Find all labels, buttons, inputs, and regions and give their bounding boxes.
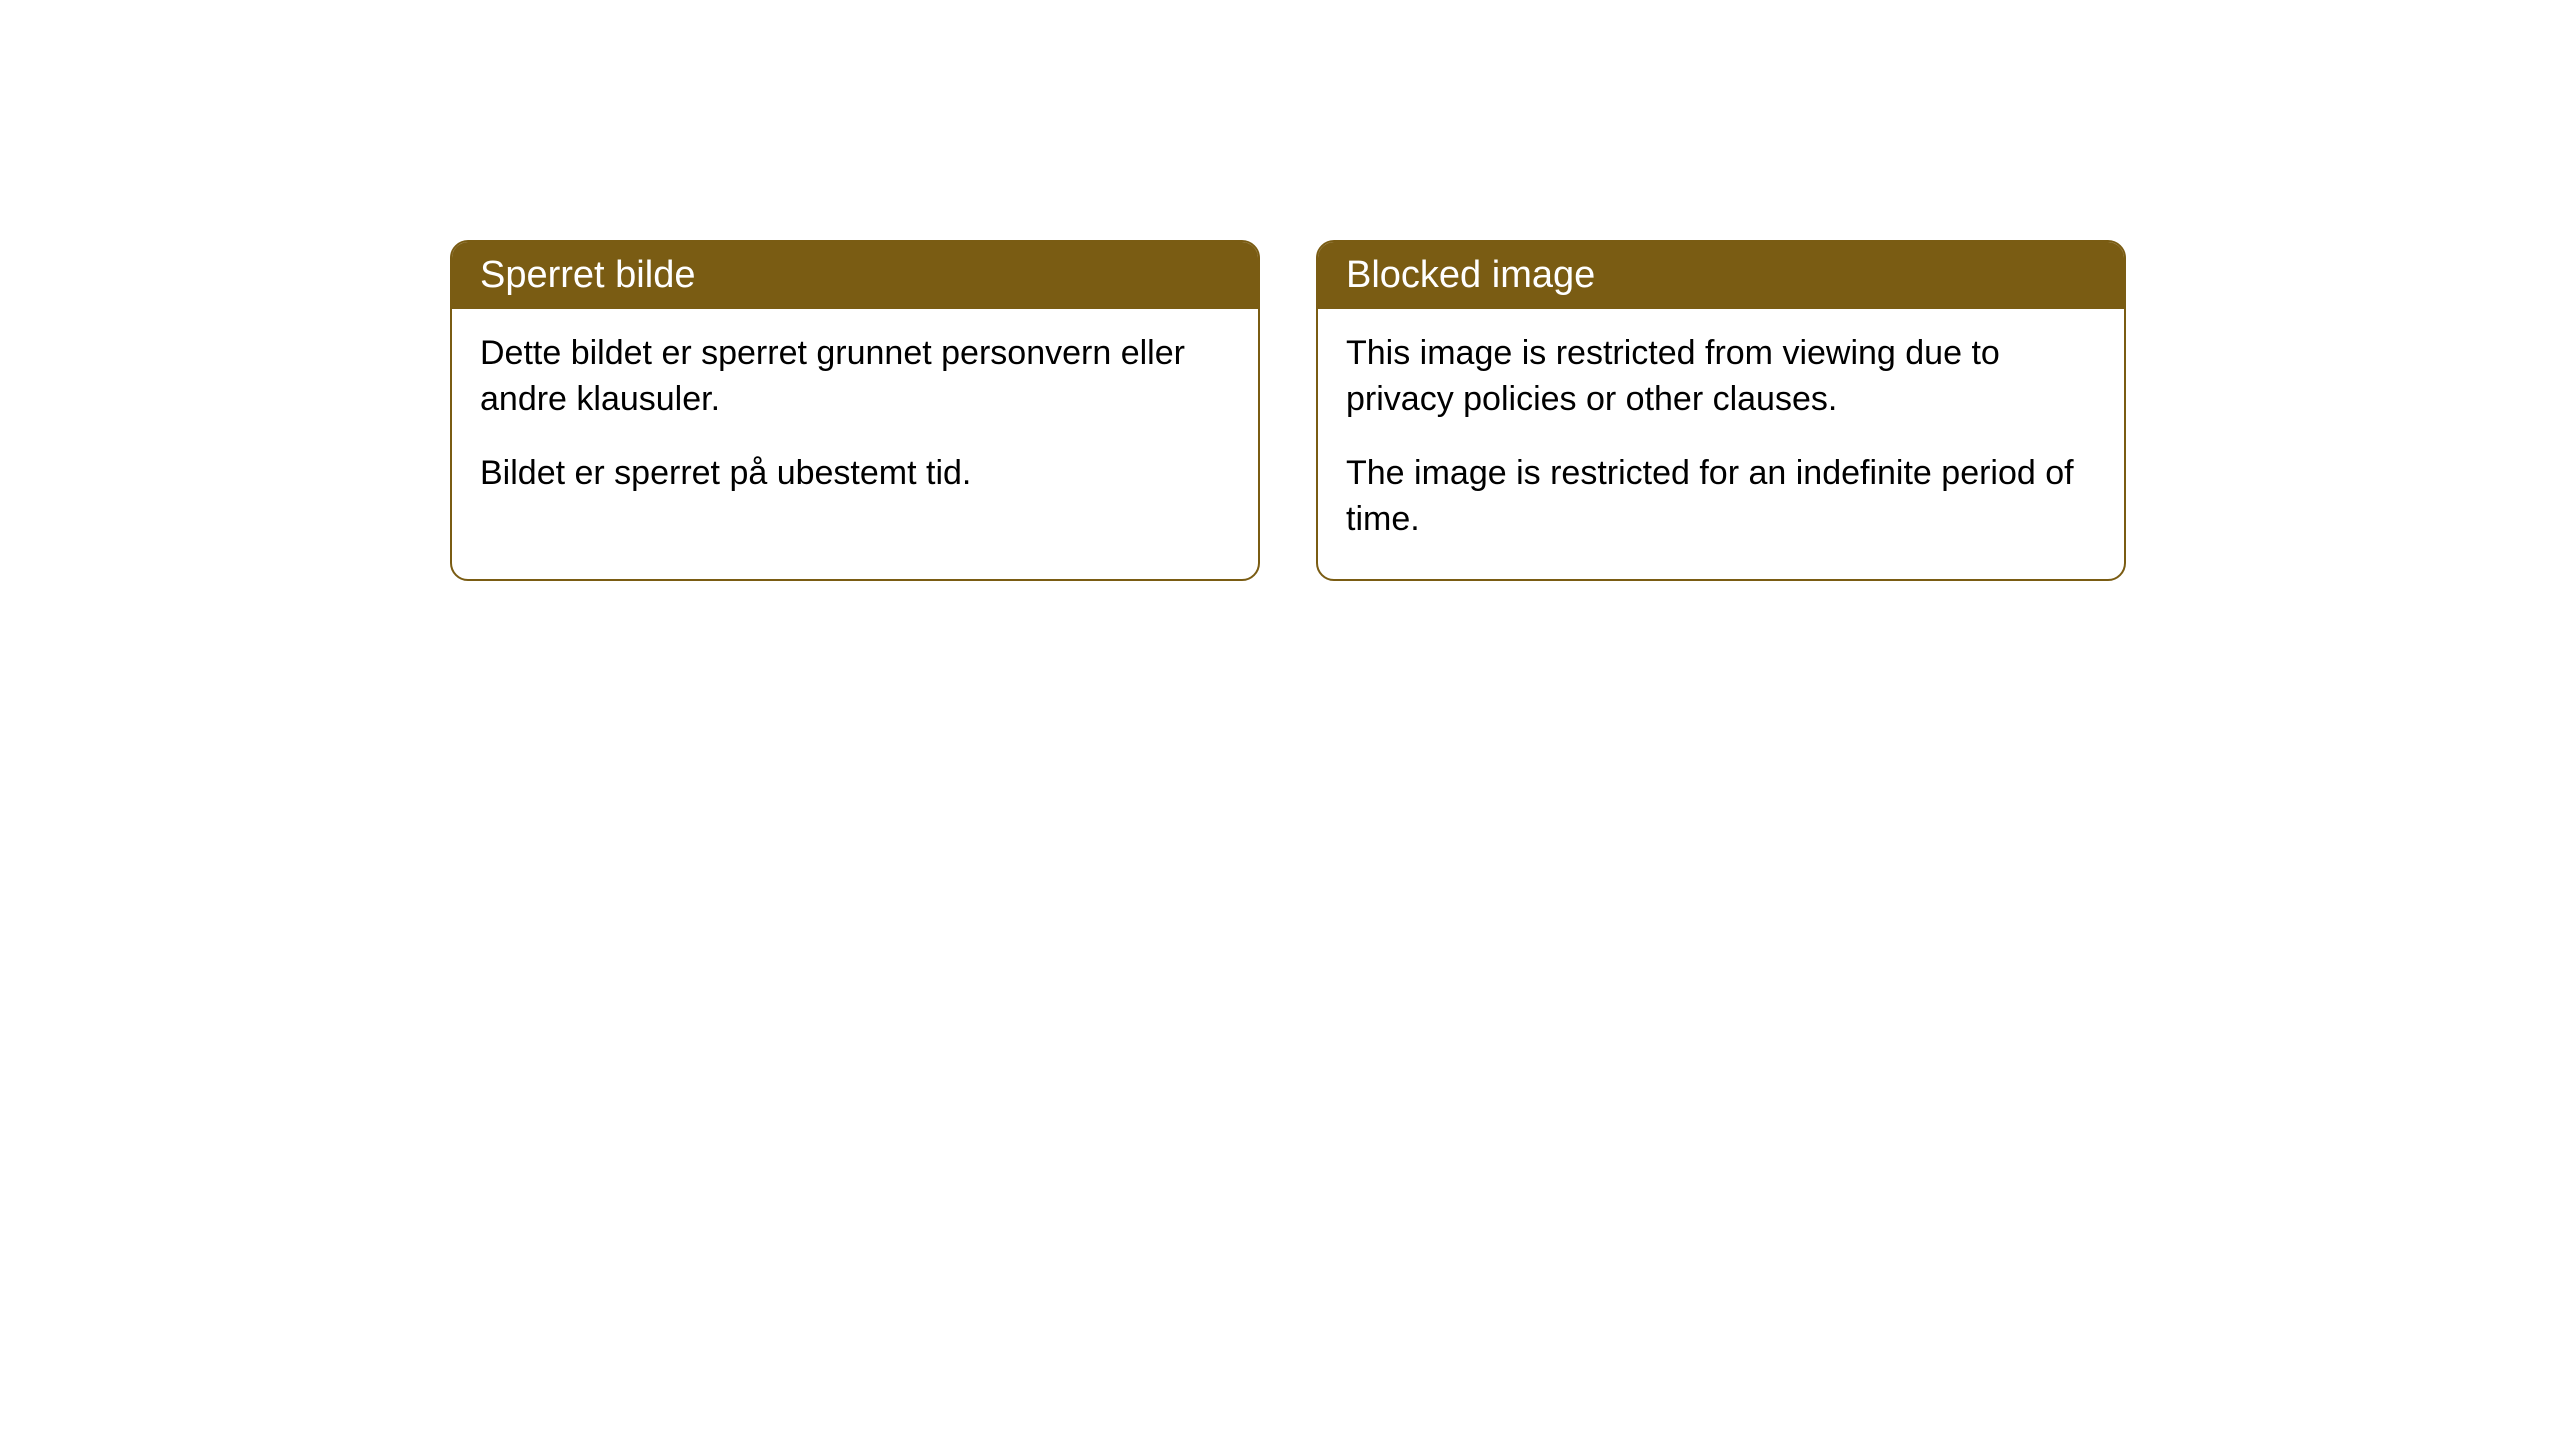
card-paragraph: Dette bildet er sperret grunnet personve… bbox=[480, 331, 1230, 423]
card-paragraph: The image is restricted for an indefinit… bbox=[1346, 451, 2096, 543]
card-paragraph: This image is restricted from viewing du… bbox=[1346, 331, 2096, 423]
card-title: Sperret bilde bbox=[480, 254, 695, 296]
card-paragraph: Bildet er sperret på ubestemt tid. bbox=[480, 451, 1230, 497]
card-header: Blocked image bbox=[1318, 242, 2124, 309]
notice-cards-container: Sperret bilde Dette bildet er sperret gr… bbox=[450, 240, 2126, 581]
card-body: Dette bildet er sperret grunnet personve… bbox=[452, 309, 1258, 533]
notice-card-english: Blocked image This image is restricted f… bbox=[1316, 240, 2126, 581]
card-body: This image is restricted from viewing du… bbox=[1318, 309, 2124, 579]
card-title: Blocked image bbox=[1346, 254, 1595, 296]
notice-card-norwegian: Sperret bilde Dette bildet er sperret gr… bbox=[450, 240, 1260, 581]
card-header: Sperret bilde bbox=[452, 242, 1258, 309]
